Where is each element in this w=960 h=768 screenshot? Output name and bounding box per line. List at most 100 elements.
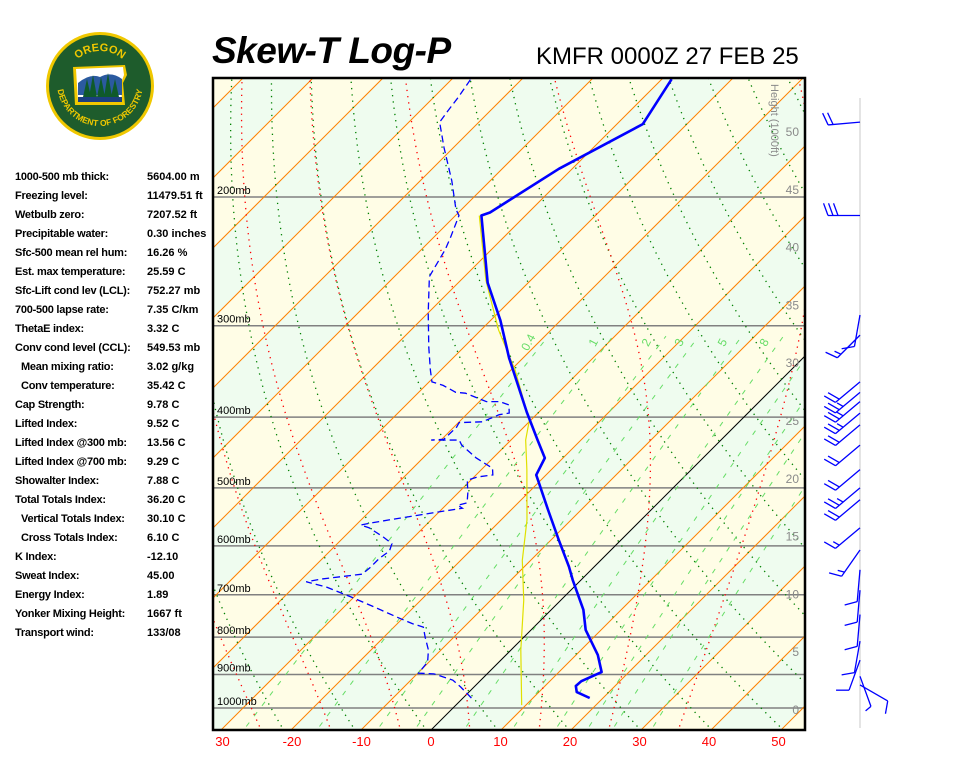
height-tick-label: 20 [786,472,800,486]
stat-value: 5604.00 m [147,171,200,183]
stat-label: Conv temperature: [21,380,115,392]
stat-value: 1.89 [147,589,169,601]
stat-row: Yonker Mixing Height: 1667 ft [15,605,220,624]
wind-barb [823,381,861,403]
wind-barb [859,676,872,712]
wind-barb-staff [828,121,861,126]
wind-barb-flag [836,498,844,503]
stat-label: Freezing level: [15,190,88,202]
wind-barb-flag [823,415,836,423]
dry-adiabat [229,78,425,727]
stat-row: 700-500 lapse rate: 7.35 C/km [15,301,220,320]
isotherm-line [213,78,524,389]
temperature-bands [213,78,805,730]
dry-adiabat [884,35,960,727]
stat-row: Vertical Totals Index: 30.10 C [15,510,220,529]
wind-barb-staff [835,487,861,509]
moist-adiabat [553,78,652,727]
pressure-label: 800mb [217,625,251,637]
stat-row: Transport wind: 133/08 [15,624,220,643]
isotherm-line [0,70,181,735]
station-time-label: KMFR 0000Z 27 FEB 25 [536,43,799,70]
stability-indices-panel: 1000-500 mb thick: 5604.00 m Freezing leve… [15,168,220,643]
temperature-axis-labels: 30 -20 -10 0 10 20 30 40 50 [215,734,785,749]
wind-barb-flag [841,671,855,676]
wind-barb [859,684,889,714]
mixing-ratio-line [416,335,700,727]
wind-barbs [822,112,889,714]
isotherm-line [213,78,734,599]
stat-value: 1667 ft [147,608,182,620]
stat-label: Vertical Totals Index: [21,513,125,525]
stat-value: 9.52 C [147,418,180,430]
wind-barb-staff [856,590,861,623]
wind-barb-staff [835,527,861,549]
wind-barb-flag [823,405,836,414]
wind-barb-staff [835,391,861,414]
stat-row: Est. max temperature: 25.59 C [15,263,220,282]
temperature-tick-label: 0 [427,734,434,749]
wind-barb [822,112,861,126]
wind-barb-flag [827,435,840,443]
stat-label: Lifted Index @300 mb: [15,437,127,449]
mixing-ratio-line [319,335,614,727]
stat-value: 3.32 C [147,323,180,335]
height-tick-label: 15 [786,530,800,544]
height-tick-label: 5 [792,645,799,659]
wind-barb [823,469,861,491]
pressure-label: 600mb [217,534,251,546]
stat-value: 30.10 C [147,513,186,525]
temperature-tick-label: 40 [702,734,716,749]
dewpoint-trace [306,78,510,699]
wind-barb [844,569,861,606]
wind-barb-flag [844,645,858,651]
height-tick-label: 40 [786,241,800,255]
isotherm-line [213,78,664,529]
stat-value: 133/08 [147,627,181,639]
stat-label: Sfc-Lift cond lev (LCL): [15,285,130,297]
wind-barb-flag [823,395,836,403]
wind-barb-staff [853,314,861,347]
height-tick-label: 10 [786,587,800,601]
wind-barb-staff [856,569,861,602]
wind-barb-flag [844,601,858,606]
dry-adiabat [350,78,638,727]
stat-row: Energy Index: 1.89 [15,586,220,605]
dry-adiabat [310,78,567,727]
temperature-tick-label: 10 [493,734,507,749]
isotherm-line [290,215,805,730]
isotherms [0,70,805,735]
wind-barb [823,391,861,414]
wind-barb-staff [835,499,861,521]
sounding-profiles [306,78,673,706]
stat-value: 13.56 C [147,437,186,449]
wind-barb [823,444,861,467]
height-tick-label: 30 [786,356,800,370]
mixing-ratio-line [588,398,805,727]
pressure-label: 500mb [217,476,251,488]
height-tick-label: 35 [786,298,800,312]
stat-label: Sweat Index: [15,570,80,582]
wind-barb [825,334,861,359]
stat-value: 25.59 C [147,266,186,278]
wind-barb-staff [859,676,872,707]
stat-label: Mean mixing ratio: [21,361,114,373]
dry-adiabat [0,35,68,727]
stat-label: Yonker Mixing Height: [15,608,126,620]
stat-row: Cap Strength: 9.78 C [15,396,220,415]
stat-row: Lifted Index @700 mb: 9.29 C [15,453,220,472]
wind-barb-flag [823,501,836,510]
isotherm-line [500,425,805,730]
dry-adiabat [509,78,805,617]
stat-row: Sfc-Lift cond lev (LCL): 752.27 mb [15,282,220,301]
wind-barb-flag [836,402,844,408]
pressure-label: 300mb [217,314,251,326]
wind-barb-flag [836,411,844,417]
zero-isotherm [430,355,805,730]
stat-label: Lifted Index @700 mb: [15,456,127,468]
dry-adiabat [846,35,960,727]
wind-barb-flag [865,705,872,712]
stat-row: Mean mixing ratio: 3.02 g/kg [15,358,220,377]
stat-row: Lifted Index @300 mb: 13.56 C [15,434,220,453]
